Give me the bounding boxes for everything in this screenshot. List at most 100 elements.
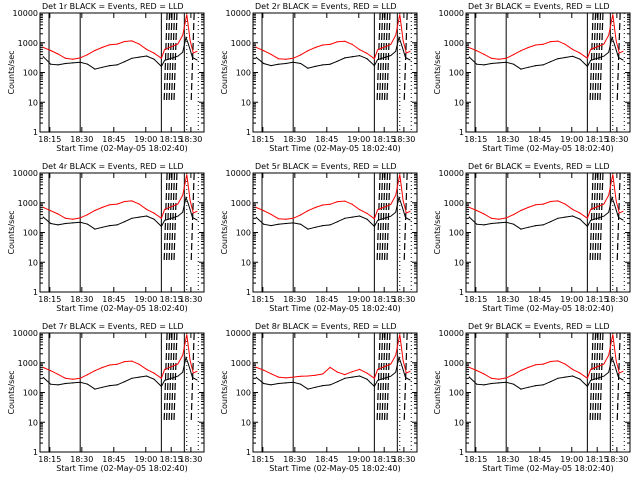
lld-data-point <box>498 58 500 60</box>
events-data-point <box>138 56 140 58</box>
x-tick-label: 18:45 <box>102 135 125 144</box>
event-marker-dashed <box>591 172 597 263</box>
lld-data-point <box>292 217 294 219</box>
y-tick-label: 1000 <box>444 39 464 48</box>
x-tick-label: 18:30 <box>392 135 415 144</box>
lld-data-point <box>292 376 294 378</box>
event-marker-dashed <box>165 12 171 103</box>
events-data-point <box>535 65 537 67</box>
lld-data-point <box>72 58 74 60</box>
events-data-point <box>359 55 361 57</box>
events-data-point <box>263 62 265 65</box>
events-data-point <box>292 381 294 383</box>
lld-data-point <box>138 43 140 45</box>
x-axis-label: Start Time (02-May-05 18:02:40) <box>56 464 187 473</box>
events-data-point <box>505 221 507 223</box>
y-tick-label: 10 <box>28 98 38 107</box>
x-axis-label: Start Time (02-May-05 18:02:40) <box>482 464 613 473</box>
events-data-point <box>359 375 361 377</box>
lld-data-point <box>579 212 581 214</box>
events-data-point <box>505 381 507 383</box>
events-data-point <box>542 384 544 386</box>
events-data-point <box>564 376 566 378</box>
lld-series-line <box>256 174 411 220</box>
events-data-point <box>263 382 265 385</box>
lld-data-point <box>109 44 111 46</box>
x-tick-label: 19:00 <box>347 455 370 464</box>
x-tick-label: 18:30 <box>392 295 415 304</box>
y-tick-label: 100 <box>23 69 38 78</box>
lld-data-point <box>483 53 485 55</box>
event-marker-dashed <box>163 332 168 423</box>
lld-data-point <box>564 43 566 45</box>
events-data-point <box>520 68 522 70</box>
lld-data-point <box>57 53 59 55</box>
x-axis-label: Start Time (02-May-05 18:02:40) <box>482 304 613 313</box>
lld-data-point <box>79 377 81 379</box>
events-data-point <box>94 68 96 70</box>
events-data-point <box>101 66 103 68</box>
lld-data-point <box>255 46 257 49</box>
lld-data-point <box>109 364 111 366</box>
lld-data-point <box>322 44 324 46</box>
lld-data-point <box>572 208 574 210</box>
events-data-point <box>277 223 279 225</box>
events-data-point <box>527 226 529 228</box>
x-tick-label: 18:45 <box>315 295 338 304</box>
x-tick-label: 18:15 <box>251 295 274 304</box>
lld-data-point <box>101 366 103 369</box>
events-data-point <box>476 63 478 65</box>
events-data-point <box>285 222 287 225</box>
x-tick-label: 18:45 <box>102 455 125 464</box>
lld-data-point <box>146 48 148 51</box>
events-data-point <box>549 221 552 223</box>
lld-data-point <box>314 46 316 49</box>
events-data-point <box>116 64 118 66</box>
lld-data-point <box>50 370 52 372</box>
x-tick-label: 18:30 <box>496 135 519 144</box>
events-data-point <box>513 223 515 225</box>
lld-data-point <box>505 377 507 379</box>
events-data-point <box>542 64 544 66</box>
x-tick-label: 19:00 <box>560 455 583 464</box>
events-data-point <box>285 382 287 384</box>
events-data-point <box>64 382 66 385</box>
lld-data-point <box>351 43 353 46</box>
events-data-point <box>153 218 155 220</box>
x-tick-label: 18:15 <box>373 135 396 144</box>
lld-data-point <box>79 57 81 59</box>
x-tick-label: 18:15 <box>373 455 396 464</box>
lld-data-point <box>292 57 294 59</box>
lld-data-point <box>50 210 52 212</box>
y-axis-label: Counts/sec <box>220 370 229 414</box>
y-tick-label: 1 <box>246 448 251 457</box>
panel-title: Det 9r BLACK = Events, RED = LLD <box>468 322 610 331</box>
x-tick-label: 19:00 <box>347 135 370 144</box>
events-data-point <box>42 376 44 379</box>
lld-data-point <box>535 44 537 46</box>
events-data-point <box>498 222 500 224</box>
lld-data-point <box>42 366 44 369</box>
lld-series-line <box>469 14 624 60</box>
lld-data-point <box>520 369 522 372</box>
y-tick-label: 1 <box>459 288 464 297</box>
events-data-point <box>255 376 257 379</box>
lld-data-point <box>557 200 559 202</box>
lld-data-point <box>64 217 66 219</box>
lld-data-point <box>373 58 375 60</box>
lld-data-point <box>476 50 478 52</box>
events-data-point <box>146 215 148 217</box>
x-tick-label: 18:30 <box>283 455 306 464</box>
events-data-point <box>255 56 257 59</box>
lld-data-point <box>300 375 302 377</box>
y-axis-label: Counts/sec <box>7 370 16 414</box>
events-data-point <box>292 222 294 224</box>
events-data-point <box>520 388 522 390</box>
lld-data-point <box>131 200 133 202</box>
lld-data-point <box>255 366 257 368</box>
lld-data-point <box>476 209 478 212</box>
lld-data-point <box>366 52 368 55</box>
events-data-point <box>329 384 331 386</box>
event-marker-dashed <box>173 332 178 423</box>
events-data-point <box>50 222 52 225</box>
